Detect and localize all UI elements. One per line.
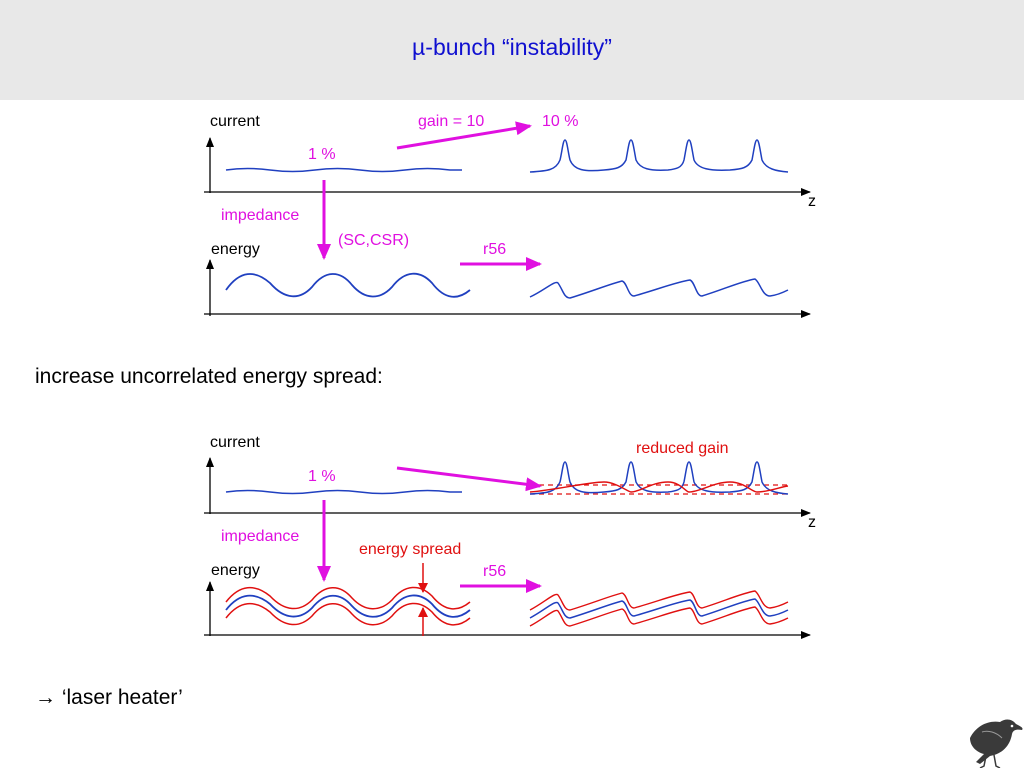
conclusion-text: → ‘laser heater’ xyxy=(35,686,183,709)
top-current-label: current xyxy=(210,113,260,130)
bottom-energy-wave xyxy=(225,594,471,618)
top-energy-wave xyxy=(225,272,471,298)
bottom-percent-before: 1 % xyxy=(308,468,336,485)
top-impedance-label: impedance xyxy=(221,207,300,224)
top-z-label: z xyxy=(808,193,816,210)
bottom-current-bunched xyxy=(529,461,789,495)
top-sc-csr-label: (SC,CSR) xyxy=(338,232,410,249)
bottom-sawtooth xyxy=(529,598,789,619)
crow-logo xyxy=(970,719,1023,768)
bottom-energy-label: energy xyxy=(211,562,260,579)
reduced-gain-label: reduced gain xyxy=(636,440,729,457)
bottom-r56-label: r56 xyxy=(483,563,507,580)
top-percent-after: 10 % xyxy=(542,113,579,130)
title-band xyxy=(0,0,1024,100)
page-title: µ-bunch “instability” xyxy=(412,34,612,60)
bottom-energy-wave-upper xyxy=(225,586,471,610)
top-r56-label: r56 xyxy=(483,241,507,258)
bottom-current-label: current xyxy=(210,434,260,451)
top-current-axes xyxy=(204,137,811,196)
body-text: increase uncorrelated energy spread: xyxy=(35,365,383,388)
top-gain-label: gain = 10 xyxy=(418,113,485,130)
bottom-energy-wave-lower xyxy=(225,602,471,626)
top-energy-label: energy xyxy=(211,241,260,258)
bottom-impedance-label: impedance xyxy=(221,528,300,545)
top-gain-arrow xyxy=(396,121,532,150)
top-energy-axes xyxy=(204,259,811,318)
top-energy-sawtooth xyxy=(529,278,789,299)
bottom-current-ripple xyxy=(225,489,462,495)
top-current-bunched xyxy=(529,139,789,173)
bottom-current-axes xyxy=(204,457,811,517)
bottom-z-label: z xyxy=(808,514,816,531)
bottom-energy-axes xyxy=(204,581,811,639)
top-current-ripple xyxy=(225,167,462,173)
bottom-sawtooth-upper xyxy=(529,590,789,611)
bottom-sawtooth-lower xyxy=(529,606,789,627)
bottom-gain-arrow xyxy=(396,466,542,492)
top-percent-before: 1 % xyxy=(308,146,336,163)
energy-spread-label: energy spread xyxy=(359,541,462,558)
reduced-gain-envelope xyxy=(529,481,789,493)
